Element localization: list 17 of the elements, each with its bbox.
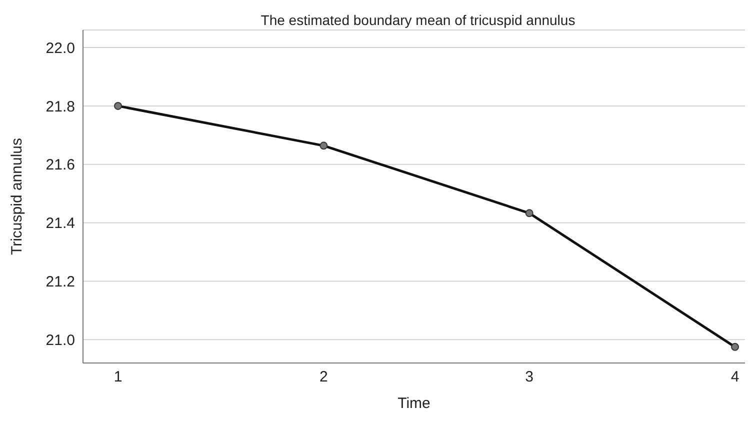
point xyxy=(731,342,739,351)
x-axis-title: Time xyxy=(398,395,430,412)
x-tick-label: 2 xyxy=(319,368,328,386)
y-tick-label: 22.0 xyxy=(46,40,75,57)
x-tick-label: 4 xyxy=(730,368,740,386)
chart-title: The estimated boundary mean of tricuspid annulus xyxy=(260,12,576,28)
y-tick-label: 21.0 xyxy=(46,332,75,349)
x-tick-label: 1 xyxy=(114,368,122,386)
point xyxy=(320,142,328,150)
y-axis-title: Tricuspid annulus xyxy=(8,138,26,256)
x-tick-label: 3 xyxy=(525,368,534,386)
point xyxy=(525,209,534,218)
y-tick-label: 21.8 xyxy=(46,98,75,116)
y-tick-label: 21.4 xyxy=(46,215,75,232)
point xyxy=(114,102,122,110)
y-tick-label: 21.6 xyxy=(46,156,75,174)
y-tick-label: 21.2 xyxy=(46,274,75,291)
